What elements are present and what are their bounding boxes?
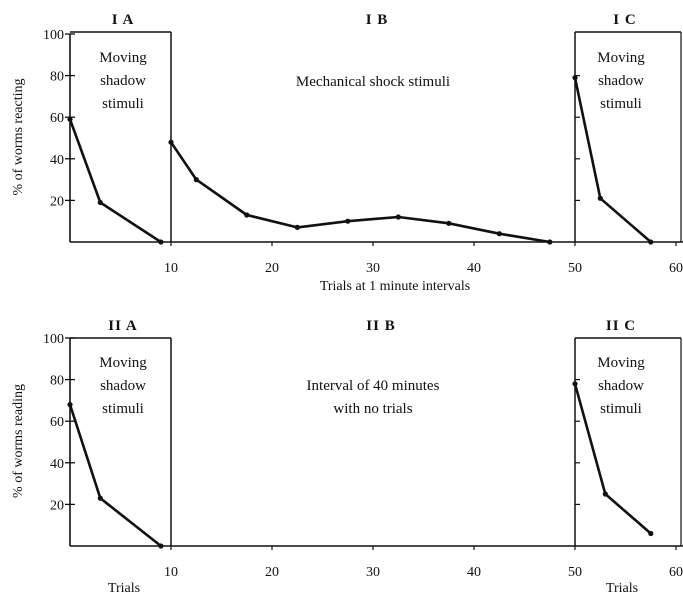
data-point-iia [158,543,164,549]
panel-title-iic: II C [606,318,636,334]
annotation-ic-line-1: Moving [597,50,645,66]
chart-1-y-tick-label: 80 [50,70,64,85]
data-point-ic [597,195,603,201]
series-line-ia [68,118,162,244]
data-point-ib [446,220,452,226]
chart-2-y-tick-label: 20 [50,498,64,513]
data-point-iic [648,530,654,537]
chart-2-x-tick-label: 10 [164,565,178,580]
annotation-ib: Mechanical shock stimuli [296,74,450,90]
data-point-iia [67,402,73,408]
chart-1-y-tick-label: 40 [50,153,64,168]
data-point-ic [648,239,654,245]
annotation-iic: Moving shadow stimuli [597,355,645,417]
annotation-iib: Interval of 40 minutes with no trials [307,378,440,417]
annotation-ic-line-2: shadow [598,73,644,89]
chart-2-x-tick-label: 40 [467,565,481,580]
data-point-ib [395,214,401,220]
chart-1-axes: 20 40 60 80 100 10 20 30 40 50 60 [43,28,683,276]
chart-2: % of worms reading Trials Trials II A II… [11,318,683,596]
annotation-iib-line-1: Interval of 40 minutes [307,378,440,394]
panel-title-iia: II A [108,318,137,334]
annotation-iia: Moving shadow stimuli [99,355,147,417]
annotation-ic: Moving shadow stimuli [597,50,645,112]
chart-2-axes: 20 40 60 80 100 10 20 30 40 50 60 [43,332,683,580]
data-point-ib [168,139,174,145]
data-point-ib [193,177,199,183]
chart-2-y-tick-label: 80 [50,374,64,389]
data-point-ia [97,199,103,206]
panel-title-iib: II B [366,318,395,334]
data-point-ib [345,218,351,224]
chart-1-x-tick-label: 30 [366,261,380,276]
chart-1-x-tick-label: 40 [467,261,481,276]
annotation-iia-line-1: Moving [99,355,147,371]
chart-2-x-tick-label: 30 [366,565,380,580]
chart-1-x-tick-label: 20 [265,261,279,276]
annotation-ia-line-2: shadow [100,73,146,89]
annotation-ia: Moving shadow stimuli [99,50,147,112]
data-point-ib [496,231,502,237]
annotation-iia-line-3: stimuli [102,401,144,417]
data-point-iic [572,381,578,387]
chart-1-y-tick-label: 60 [50,111,64,126]
annotation-iia-line-2: shadow [100,378,146,394]
panel-title-ic: I C [613,12,636,28]
annotation-ic-line-3: stimuli [600,96,642,112]
panel-title-ib: I B [366,12,389,28]
data-point-ic [572,75,578,81]
chart-1-y-tick-label: 20 [50,194,64,209]
chart-2-y-tick-label: 40 [50,457,64,472]
data-point-ib [547,239,553,245]
data-point-ia [158,239,164,245]
panel-title-ia: I A [112,12,135,28]
chart-2-x-tick-label: 50 [568,565,582,580]
series-line-ib [169,141,551,244]
data-point-iic [602,491,608,497]
data-point-ib [244,212,250,218]
annotation-iib-line-2: with no trials [333,401,412,417]
data-point-ib [294,224,300,230]
chart-2-data [67,381,654,549]
chart-1-y-axis-label: % of worms reacting [11,78,26,195]
series-line-iia [68,404,162,548]
chart-1: % of worms reacting Trials at 1 minute i… [11,12,683,294]
chart-1-x-axis-label: Trials at 1 minute intervals [320,279,470,294]
data-point-iia [97,495,103,501]
chart-2-y-tick-label: 100 [43,332,64,347]
annotation-iic-line-1: Moving [597,355,645,371]
chart-2-x-tick-label: 60 [669,565,683,580]
chart-1-y-tick-label: 100 [43,28,64,43]
chart-2-y-axis-label: % of worms reading [11,384,26,498]
chart-1-x-tick-label: 10 [164,261,178,276]
annotation-ia-line-3: stimuli [102,96,144,112]
chart-2-x-axis-label-right: Trials [606,581,638,596]
chart-2-y-tick-label: 60 [50,415,64,430]
data-point-ia [67,116,73,122]
chart-1-x-tick-label: 50 [568,261,582,276]
chart-2-x-tick-label: 20 [265,565,279,580]
chart-1-data [67,75,654,245]
annotation-iic-line-2: shadow [598,378,644,394]
chart-1-x-tick-label: 60 [669,261,683,276]
annotation-ia-line-1: Moving [99,50,147,66]
chart-2-x-axis-label: Trials [108,581,140,596]
annotation-iic-line-3: stimuli [600,401,642,417]
